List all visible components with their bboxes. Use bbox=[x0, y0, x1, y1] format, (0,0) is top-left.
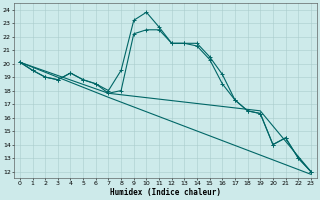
X-axis label: Humidex (Indice chaleur): Humidex (Indice chaleur) bbox=[110, 188, 221, 197]
